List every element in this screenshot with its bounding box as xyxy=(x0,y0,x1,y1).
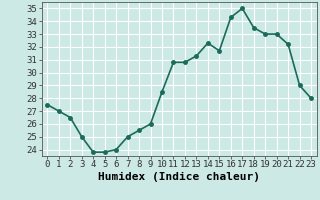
X-axis label: Humidex (Indice chaleur): Humidex (Indice chaleur) xyxy=(98,172,260,182)
